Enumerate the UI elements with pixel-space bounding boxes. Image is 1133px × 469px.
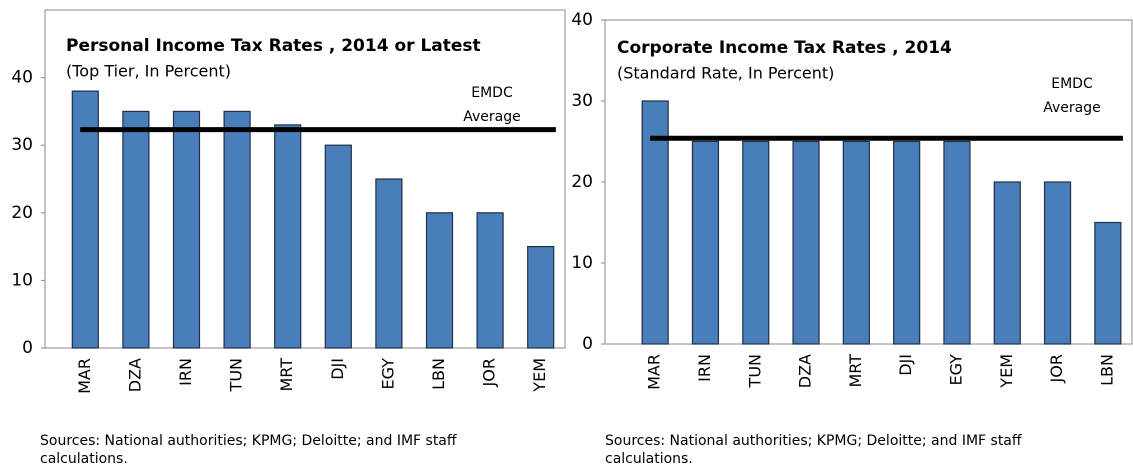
y-tick-label: 40 — [11, 68, 33, 88]
plot-frame — [44, 9, 566, 349]
y-tick-label: 0 — [22, 338, 33, 358]
x-tick-label: JOR — [480, 358, 499, 387]
x-tick-label: DZA — [125, 358, 144, 392]
y-tick-label: 20 — [571, 172, 593, 192]
bar — [172, 110, 201, 349]
average-label: EMDC — [1051, 76, 1093, 92]
x-tick-label: EGY — [946, 354, 965, 386]
average-label: Average — [463, 109, 521, 125]
y-tick-label: 10 — [571, 253, 593, 273]
y-tick-label: 0 — [582, 334, 593, 354]
y-tick-label: 30 — [571, 91, 593, 111]
bar — [476, 212, 504, 349]
average-label: Average — [1043, 100, 1101, 116]
bar — [1043, 181, 1072, 345]
x-tick-label: IRN — [695, 354, 714, 382]
x-tick-label: MAR — [75, 358, 94, 394]
source-note: Sources: National authorities; KPMG; Del… — [605, 433, 1022, 467]
bar — [274, 124, 302, 349]
bar — [1094, 221, 1122, 345]
x-tick-label: MRT — [846, 354, 865, 388]
bar — [375, 178, 403, 349]
y-tick-label: 30 — [11, 135, 33, 155]
bar — [223, 110, 251, 349]
x-tick-label: JOR — [1047, 354, 1066, 383]
x-tick-label: MAR — [645, 354, 664, 390]
x-tick-label: YEM — [530, 358, 549, 393]
average-label: EMDC — [471, 85, 513, 101]
bar — [122, 110, 150, 349]
source-note: Sources: National authorities; KPMG; Del… — [40, 433, 457, 467]
bar — [742, 140, 770, 345]
x-tick-label: DJI — [896, 354, 915, 376]
x-tick-label: YEM — [997, 354, 1016, 389]
bar — [792, 140, 820, 345]
chart-title: Corporate Income Tax Rates , 2014 — [617, 38, 952, 58]
bar — [425, 212, 454, 349]
chart-title: Personal Income Tax Rates , 2014 or Late… — [66, 36, 481, 56]
bar — [324, 144, 352, 349]
x-tick-label: TUN — [745, 354, 764, 388]
x-tick-label: DZA — [796, 354, 815, 388]
bar — [842, 140, 870, 345]
x-tick-label: MRT — [277, 358, 296, 392]
bar — [527, 246, 555, 349]
x-tick-label: EGY — [378, 358, 397, 390]
bar — [691, 140, 720, 345]
x-tick-label: LBN — [429, 358, 448, 390]
x-tick-label: LBN — [1097, 354, 1116, 386]
bar — [71, 90, 99, 349]
x-tick-label: IRN — [176, 358, 195, 386]
chart-subtitle: (Standard Rate, In Percent) — [617, 64, 834, 83]
y-tick-label: 40 — [571, 10, 593, 30]
x-tick-label: DJI — [328, 358, 347, 380]
bar — [641, 100, 669, 345]
bar — [893, 140, 921, 345]
chart-subtitle: (Top Tier, In Percent) — [66, 62, 231, 81]
y-tick-label: 10 — [11, 270, 33, 290]
bar — [993, 181, 1021, 345]
x-tick-label: TUN — [227, 358, 246, 392]
y-tick-label: 20 — [11, 203, 33, 223]
bar — [943, 140, 971, 345]
